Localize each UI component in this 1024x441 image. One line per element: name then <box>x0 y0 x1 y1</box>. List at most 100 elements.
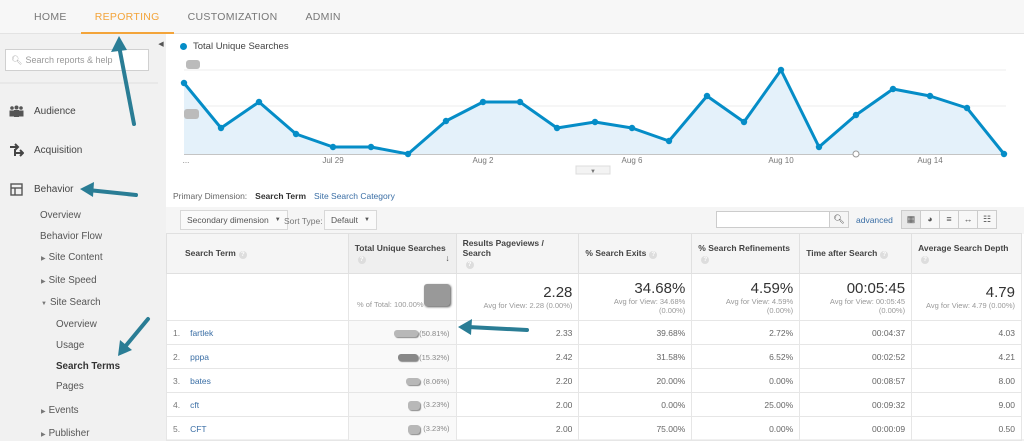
header-search-refinements[interactable]: % Search Refinements? <box>691 233 801 274</box>
row-pageviews: 2.42 <box>455 344 580 369</box>
help-icon[interactable]: ? <box>465 261 474 269</box>
primary-dimension-bar: Primary Dimension: Search Term Site Sear… <box>173 191 395 201</box>
row-time: 00:02:52 <box>799 344 913 369</box>
sort-type-dropdown[interactable]: Default ▼ <box>324 210 377 230</box>
row-exits: 39.68% <box>578 320 693 345</box>
row-number: 4. <box>173 399 181 410</box>
header-total-unique-searches[interactable]: Total Unique Searches ↓? <box>347 233 457 274</box>
sidebar-item-site-speed[interactable]: ▶ Site Speed <box>41 275 97 286</box>
help-icon[interactable]: ? <box>649 251 658 259</box>
search-term-link[interactable]: fartlek <box>190 327 214 338</box>
redacted-blob <box>407 424 420 434</box>
sidebar-item-events[interactable]: ▶ Events <box>41 405 79 416</box>
tab-home[interactable]: HOME <box>34 10 67 23</box>
sidebar-item-audience[interactable]: Audience <box>8 104 76 118</box>
totals-sub: Avg for View: 00:05:45 <box>829 296 906 306</box>
header-search-term[interactable]: Search Term? <box>166 233 349 274</box>
header-results-pageviews[interactable]: Results Pageviews / Search? <box>455 233 580 274</box>
row-number: 2. <box>173 351 181 362</box>
redacted-blob <box>423 283 450 306</box>
sidebar-item-usage[interactable]: Usage <box>56 340 85 351</box>
sidebar-item-site-search-overview[interactable]: Overview <box>56 319 97 330</box>
primary-dimension-label: Primary Dimension: <box>173 191 248 201</box>
row-term-cell: 3. bates <box>166 368 349 393</box>
sidebar-item-search-terms[interactable]: Search Terms <box>56 361 121 372</box>
row-unique-searches: (8.06%) <box>347 368 457 393</box>
table-row: 2. pppa (15.32%) 2.42 31.58% 6.52% 00:02:… <box>166 344 1022 369</box>
legend-label: Total Unique Searches <box>193 41 289 52</box>
row-number: 3. <box>173 375 181 386</box>
sidebar-item-pages[interactable]: Pages <box>56 381 84 392</box>
help-icon[interactable]: ? <box>357 256 366 264</box>
search-icon: 🔍︎ <box>11 54 23 65</box>
redacted-blob <box>398 353 419 361</box>
chart-plot[interactable]: ▼ <box>166 34 1024 180</box>
header-average-search-depth[interactable]: Average Search Depth? <box>911 233 1022 274</box>
header-search-exits[interactable]: % Search Exits? <box>578 233 693 274</box>
sidebar-item-site-search[interactable]: ▼ Site Search <box>41 297 101 308</box>
help-icon[interactable]: ? <box>921 256 930 264</box>
search-icon[interactable]: 🔍︎ <box>829 211 849 228</box>
row-exits: 0.00% <box>578 392 693 417</box>
view-toggle-group: ▦ ◕ ≡ ↔ ☷ <box>901 210 997 229</box>
totals-sub: (0.00%) <box>659 305 686 315</box>
totals-time: 00:05:45 Avg for View: 00:05:45 (0.00%) <box>799 273 913 321</box>
pivot-view-icon[interactable]: ☷ <box>977 210 997 229</box>
row-term-cell: 1. fartlek <box>166 320 349 345</box>
totals-sub: Avg for View: 2.28 (0.00%) <box>483 301 573 310</box>
row-pct: (50.81%) <box>419 328 450 338</box>
help-icon[interactable]: ? <box>701 256 710 264</box>
tab-admin[interactable]: ADMIN <box>305 10 341 23</box>
totals-exits: 34.68% Avg for View: 34.68% (0.00%) <box>578 273 693 321</box>
help-icon[interactable]: ? <box>238 251 247 259</box>
x-tick: Aug 2 <box>472 156 494 165</box>
sidebar-item-behavior[interactable]: Behavior <box>8 182 73 196</box>
row-refinements: 0.00% <box>691 368 801 393</box>
search-term-link[interactable]: cft <box>190 399 200 410</box>
header-label: % Search Refinements <box>698 243 790 253</box>
sidebar-item-behavior-overview[interactable]: Overview <box>40 210 81 221</box>
expand-down-icon: ▼ <box>41 301 47 307</box>
totals-row: % of Total: 100.00% 2.28 Avg for View: 2.… <box>166 273 1022 321</box>
dimension-site-search-category[interactable]: Site Search Category <box>314 191 395 201</box>
table-row: 1. fartlek (50.81%) 2.33 39.68% 2.72% 00:… <box>166 320 1022 345</box>
performance-view-icon[interactable]: ≡ <box>939 210 959 229</box>
row-unique-searches: (50.81%) <box>347 320 457 345</box>
divider <box>0 82 158 84</box>
sidebar-label: Behavior <box>34 183 74 195</box>
sidebar-item-acquisition[interactable]: Acquisition <box>8 143 82 157</box>
search-term-link[interactable]: CFT <box>190 423 207 434</box>
header-time-after-search[interactable]: Time after Search? <box>799 233 913 274</box>
table-view-icon[interactable]: ▦ <box>901 210 921 229</box>
secondary-dimension-dropdown[interactable]: Secondary dimension ▼ <box>180 210 288 230</box>
collapse-sidebar-icon[interactable]: ◀ <box>158 41 164 48</box>
totals-sub: (0.00%) <box>878 305 906 315</box>
sidebar-item-publisher[interactable]: ▶ Publisher <box>41 428 89 439</box>
totals-sub: % of Total: 100.00% <box>356 299 424 309</box>
sidebar-item-site-content[interactable]: ▶ Site Content <box>41 252 103 263</box>
pie-view-icon[interactable]: ◕ <box>920 210 940 229</box>
comparison-view-icon[interactable]: ↔ <box>958 210 978 229</box>
header-label: Results Pageviews / Search <box>462 238 544 258</box>
sidebar-label: Site Search <box>49 297 101 308</box>
tab-reporting[interactable]: REPORTING <box>80 0 174 34</box>
table-filter-input[interactable] <box>716 211 849 228</box>
sidebar-item-behavior-flow[interactable]: Behavior Flow <box>40 231 103 242</box>
row-exits: 75.00% <box>578 416 693 441</box>
search-reports-input[interactable]: 🔍︎ Search reports & help <box>5 49 149 71</box>
report-main: Total Unique Searches ▼ ... Jul 29 Aug 2… <box>166 34 1024 441</box>
row-number: 5. <box>173 423 181 434</box>
audience-icon <box>8 104 24 118</box>
totals-sub: Avg for View: 4.59% <box>725 296 794 306</box>
advanced-filter-link[interactable]: advanced <box>856 215 893 225</box>
sidebar-label: Acquisition <box>34 144 83 156</box>
help-icon[interactable]: ? <box>880 251 889 259</box>
chevron-down-icon: ▼ <box>274 217 281 223</box>
search-term-link[interactable]: pppa <box>190 351 210 362</box>
row-pct: (8.06%) <box>423 376 450 386</box>
row-pct: (3.23%) <box>423 400 450 410</box>
tab-customization[interactable]: CUSTOMIZATION <box>187 10 278 23</box>
table-row: 3. bates (8.06%) 2.20 20.00% 0.00% 00:08:… <box>166 368 1022 393</box>
search-term-link[interactable]: bates <box>190 375 211 386</box>
dimension-search-term[interactable]: Search Term <box>255 191 307 201</box>
